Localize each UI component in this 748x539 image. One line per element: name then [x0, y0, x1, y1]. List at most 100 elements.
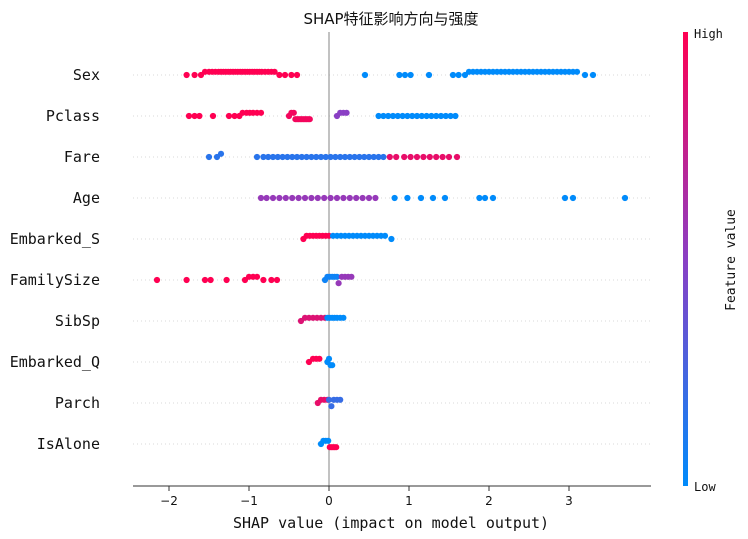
shap-point-sex — [281, 71, 289, 79]
shap-point-fare — [370, 153, 377, 161]
x-tick-label: 3 — [565, 494, 573, 508]
shap-point-fare — [361, 153, 368, 161]
feature-label-sex: Sex — [73, 66, 100, 84]
colorbar-high-label: High — [694, 27, 723, 41]
shap-point-age — [621, 194, 629, 202]
shap-point-age — [481, 194, 489, 202]
shap-point-fare — [289, 153, 296, 161]
shap-point-pclass — [306, 116, 313, 123]
shap-point-fare — [413, 153, 421, 161]
shap-point-pclass — [394, 112, 401, 120]
shap-point-sex — [589, 71, 597, 79]
shap-point-fare — [351, 153, 358, 161]
shap-point-fare — [393, 153, 400, 161]
shap-point-familysize — [153, 276, 161, 284]
shap-point-age — [327, 194, 334, 202]
shap-point-sibsp — [340, 314, 347, 321]
shap-point-pclass — [437, 112, 445, 120]
shap-point-sex — [271, 68, 278, 75]
shap-point-age — [276, 194, 283, 202]
shap-point-fare — [279, 153, 286, 161]
shap-point-fare — [356, 153, 363, 161]
shap-point-pclass — [375, 112, 382, 120]
shap-point-familysize — [183, 276, 190, 284]
shap-point-parch — [328, 403, 335, 410]
shap-point-isalone — [325, 437, 332, 444]
shap-point-fare — [433, 153, 440, 161]
shap-point-age — [257, 194, 265, 202]
shap-point-pclass — [185, 112, 193, 120]
shap-point-familysize — [253, 273, 261, 280]
shap-point-age — [333, 194, 341, 202]
shap-point-fare — [439, 153, 446, 161]
shap-point-fare — [298, 153, 305, 161]
shap-point-familysize — [223, 276, 230, 284]
shap-point-age — [561, 194, 569, 202]
shap-point-pclass — [196, 112, 203, 120]
shap-point-sex — [407, 71, 414, 79]
shap-point-fare — [308, 153, 315, 161]
shap-point-fare — [407, 153, 414, 161]
shap-point-pclass — [399, 112, 406, 120]
gridlines — [133, 74, 651, 445]
colorbar-low-label: Low — [694, 480, 716, 494]
shap-point-familysize — [260, 276, 267, 284]
shap-point-age — [314, 194, 321, 202]
x-tick-label: 2 — [485, 494, 493, 508]
shap-point-familysize — [268, 276, 275, 284]
colorbar-title: Feature value — [724, 209, 739, 311]
feature-label-familysize: FamilySize — [10, 271, 100, 289]
chart-title: SHAP特征影响方向与强度 — [303, 10, 478, 28]
feature-label-sibsp: SibSp — [55, 312, 100, 330]
shap-point-embarked_s — [381, 232, 389, 239]
feature-label-pclass: Pclass — [46, 107, 100, 125]
shap-point-fare — [293, 153, 301, 161]
shap-point-fare — [274, 153, 281, 161]
x-tick-label: −1 — [240, 494, 258, 508]
shap-point-sex — [401, 71, 409, 79]
shap-point-embarked_q — [316, 355, 323, 362]
shap-point-fare — [265, 153, 272, 161]
shap-point-pclass — [423, 112, 430, 120]
feature-label-age: Age — [73, 189, 100, 207]
shap-point-fare — [337, 153, 344, 161]
shap-point-age — [269, 194, 277, 202]
shap-point-pclass — [413, 112, 421, 120]
shap-point-pclass — [380, 112, 387, 120]
x-axis-ticks: −2 −1 0 1 2 3 — [160, 486, 573, 508]
colorbar — [683, 32, 688, 486]
shap-point-age — [321, 194, 328, 202]
shap-point-age — [429, 194, 437, 202]
x-tick-label: 0 — [325, 494, 333, 508]
shap-point-sex — [449, 71, 457, 79]
shap-point-embarked_s — [388, 235, 395, 243]
shap-point-age — [569, 194, 577, 202]
shap-point-age — [404, 194, 411, 202]
shap-point-fare — [313, 153, 320, 161]
shap-point-fare — [420, 153, 427, 161]
feature-label-embarked_s: Embarked_S — [10, 230, 100, 248]
shap-point-fare — [327, 153, 334, 161]
shap-point-age — [289, 194, 296, 202]
shap-point-pclass — [442, 112, 449, 120]
shap-point-fare — [303, 153, 310, 161]
shap-point-parch — [337, 396, 344, 403]
feature-label-isalone: IsAlone — [37, 435, 100, 453]
shap-point-pclass — [191, 112, 198, 120]
shap-point-age — [372, 194, 379, 202]
shap-point-age — [391, 194, 398, 202]
shap-point-fare — [346, 153, 353, 161]
shap-point-age — [441, 194, 449, 202]
shap-point-pclass — [231, 112, 238, 120]
shap-point-fare — [453, 153, 461, 161]
shap-point-age — [282, 194, 289, 202]
shap-point-age — [359, 194, 366, 202]
feature-label-parch: Parch — [55, 394, 100, 412]
shap-point-fare — [401, 153, 408, 161]
shap-point-pclass — [389, 112, 397, 120]
shap-point-sex — [191, 71, 198, 79]
shap-point-fare — [375, 153, 382, 161]
shap-point-fare — [426, 153, 433, 161]
shap-point-age — [489, 194, 497, 202]
